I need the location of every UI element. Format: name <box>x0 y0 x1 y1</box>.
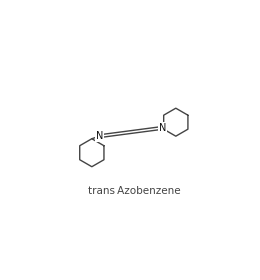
Text: trans Azobenzene: trans Azobenzene <box>88 186 180 196</box>
Text: N: N <box>159 123 166 133</box>
Text: N: N <box>96 131 103 141</box>
